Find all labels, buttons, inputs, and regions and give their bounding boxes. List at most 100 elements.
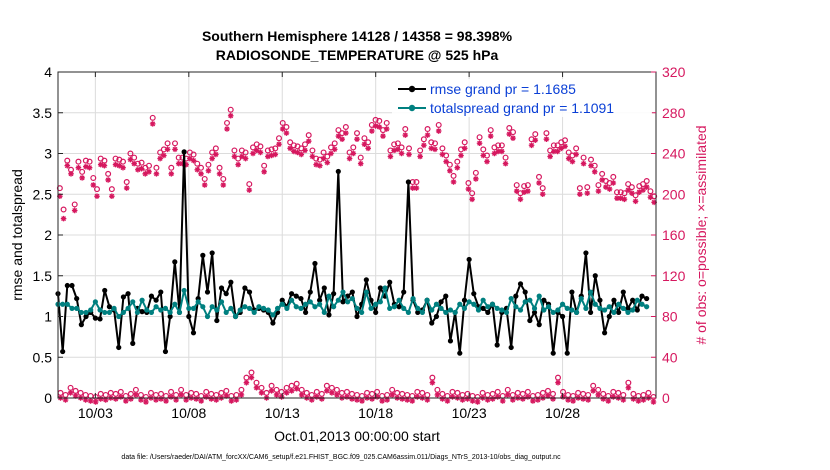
totalspread-point: [116, 313, 122, 320]
obs-assimilated-marker-high: [636, 189, 643, 195]
obs-possible-marker-high: [383, 119, 390, 126]
obs-assimilated-marker-high: [528, 142, 535, 149]
obs-assimilated-marker-high: [554, 148, 561, 155]
totalspread-point: [401, 305, 407, 311]
totalspread-point: [60, 301, 66, 307]
totalspread-point: [218, 299, 225, 305]
obs-assimilated-marker-high: [651, 199, 657, 206]
obs-assimilated-marker-high: [354, 136, 360, 142]
obs-possible-marker-high: [290, 142, 297, 149]
obs-possible-marker-low: [544, 387, 551, 394]
obs-possible-marker-low: [364, 389, 371, 396]
obs-assimilated-marker-low: [625, 384, 632, 391]
obs-possible-marker-high: [134, 160, 141, 167]
obs-possible-marker-high: [90, 174, 97, 181]
obs-possible-marker-low: [439, 390, 446, 397]
obs-assimilated-marker-low: [429, 379, 436, 386]
obs-possible-marker-low: [142, 393, 149, 400]
obs-assimilated-marker-high: [328, 150, 334, 157]
rmse-point: [312, 260, 318, 267]
obs-possible-marker-high: [469, 190, 476, 197]
rmse-point: [293, 293, 299, 299]
obs-assimilated-marker-low: [399, 396, 406, 402]
obs-assimilated-marker-low: [123, 398, 129, 404]
x-tick-label: 10/28: [545, 405, 580, 421]
obs-possible-marker-low: [258, 384, 265, 391]
obs-assimilated-marker-high: [491, 150, 498, 157]
totalspread-point: [92, 299, 98, 305]
obs-possible-marker-high: [576, 185, 583, 192]
rmse-point: [218, 285, 225, 291]
totalspread-point: [602, 307, 608, 313]
obs-assimilated-marker-high: [105, 177, 111, 183]
rmse-point: [74, 295, 80, 302]
obs-possible-marker-high: [302, 141, 309, 148]
y-left-axis-ticks: 0 0.5 1 1.5 2 2.5 3 3.5 4: [33, 64, 63, 406]
obs-possible-marker-high: [119, 158, 126, 165]
obs-assimilated-marker-high: [112, 161, 119, 168]
obs-possible-marker-low: [112, 390, 119, 397]
obs-assimilated-marker-high: [64, 162, 71, 169]
legend: rmse grand pr = 1.1685 totalspread grand…: [392, 79, 652, 117]
totalspread-point: [620, 305, 626, 311]
rmse-point: [457, 350, 463, 356]
rmse-line: [57, 150, 648, 355]
rmse-point: [597, 297, 603, 303]
obs-possible-marker-high: [480, 146, 487, 153]
rmse-point: [401, 289, 407, 295]
obs-possible-marker-high: [82, 157, 89, 164]
totalspread-series: [55, 285, 650, 320]
obs-possible-marker-low: [640, 391, 647, 398]
obs-assimilated-marker-high: [161, 152, 167, 159]
rmse-point: [616, 309, 622, 316]
obs-possible-marker-high: [190, 151, 197, 158]
obs-possible-marker-low: [595, 386, 602, 393]
obs-assimilated-marker-high: [257, 149, 264, 156]
obs-assimilated-marker-high: [131, 160, 137, 167]
obs-assimilated-marker-high: [123, 185, 130, 191]
obs-possible-marker-low: [253, 379, 260, 386]
obs-assimilated-marker-low: [414, 394, 421, 400]
obs-assimilated-marker-low: [258, 390, 265, 396]
obs-possible-marker-low: [188, 389, 195, 396]
totalspread-point: [153, 304, 159, 310]
totalspread-point: [639, 301, 645, 307]
obs-possible-marker-high: [75, 158, 82, 165]
obs-assimilated-marker-high: [454, 164, 461, 171]
obs-assimilated-marker-high: [499, 148, 505, 155]
obs-assimilated-marker-low: [585, 397, 591, 403]
obs-possible-marker-low: [519, 390, 526, 397]
obs-assimilated-marker-low: [650, 399, 657, 405]
obs-assimilated-marker-high: [205, 167, 212, 174]
obs-possible-marker-high: [279, 119, 286, 126]
y-left-tick-label: 2.5: [33, 186, 53, 202]
obs-assimilated-marker-low: [535, 397, 541, 403]
obs-assimilated-marker-low: [308, 397, 315, 403]
obs-assimilated-marker-high: [175, 160, 182, 167]
obs-assimilated-marker-low: [208, 396, 215, 402]
obs-assimilated-marker-high: [439, 151, 446, 158]
obs-possible-marker-low: [308, 391, 315, 398]
obs-possible-marker-high: [424, 126, 431, 133]
obs-possible-marker-low: [585, 391, 592, 398]
totalspread-point: [260, 305, 267, 311]
rmse-point: [172, 259, 178, 265]
rmse-point: [625, 305, 631, 311]
obs-assimilated-marker-low: [474, 399, 481, 405]
obs-assimilated-marker-low: [374, 394, 380, 400]
obs-assimilated-marker-low: [143, 399, 149, 405]
obs-possible-marker-high: [220, 175, 227, 182]
y-left-tick-label: 3.5: [33, 105, 53, 121]
obs-assimilated-marker-low: [183, 397, 189, 403]
obs-assimilated-marker-high: [369, 128, 375, 134]
obs-assimilated-marker-high: [83, 163, 89, 170]
obs-assimilated-marker-low: [469, 398, 476, 404]
obs-assimilated-marker-high: [153, 171, 160, 177]
obs-assimilated-marker-low: [329, 390, 335, 396]
legend-rmse-marker: [408, 85, 416, 93]
y-right-axis-label: # of obs: o=possible; ×=assimilated: [693, 125, 709, 344]
obs-assimilated-marker-high: [187, 155, 193, 162]
obs-assimilated-marker-high: [391, 147, 397, 154]
obs-possible-marker-high: [112, 155, 119, 162]
obs-possible-marker-high: [532, 131, 539, 138]
